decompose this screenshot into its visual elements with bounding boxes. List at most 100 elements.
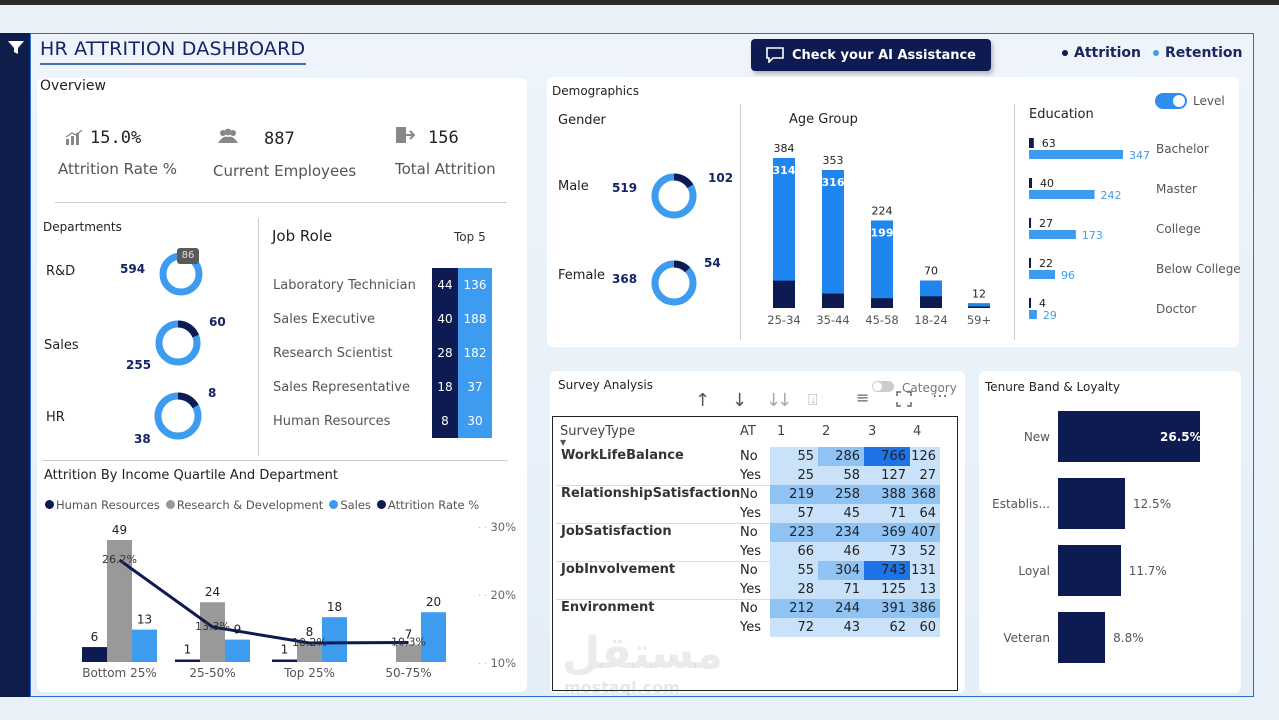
category-toggle-knob [873, 382, 882, 391]
legend-rd: Research & Development [165, 498, 323, 512]
survey-cell: 57 [770, 504, 818, 523]
education-attrition-bar[interactable] [1029, 138, 1034, 148]
dept-hr-label: HR [46, 410, 65, 425]
job-role-attrition-cell: 40 [432, 302, 458, 336]
income-gridline: · · [478, 523, 488, 534]
education-retention-bar[interactable] [1029, 190, 1095, 199]
age-category-label: 45-58 [865, 313, 898, 327]
tenure-bar-value: 12.5% [1132, 497, 1172, 511]
survey-at-label: Yes [740, 544, 761, 559]
income-bar[interactable] [132, 629, 157, 662]
overview-title: Overview [40, 78, 106, 94]
survey-header-type: SurveyType [560, 424, 636, 439]
survey-at-label: No [740, 525, 758, 540]
more-options-icon[interactable]: ⋯ [932, 386, 948, 405]
age-retention-bar[interactable] [773, 158, 795, 281]
education-retention-bar[interactable] [1029, 230, 1076, 239]
survey-cell: 25 [770, 466, 818, 485]
ai-assistance-button[interactable]: Check your AI Assistance [751, 39, 991, 71]
survey-cell: 304 [818, 561, 864, 580]
job-role-attrition-cell: 8 [432, 404, 458, 438]
income-gridline: · · [478, 659, 488, 670]
filter-lines-icon[interactable]: ≡ [856, 388, 870, 407]
education-attrition-bar[interactable] [1029, 258, 1031, 268]
education-level-label: Bachelor [1156, 142, 1209, 156]
departments-bottom-divider [42, 460, 508, 461]
watermark-text: mostaql.com [564, 678, 680, 697]
education-attrition-label: 63 [1042, 137, 1056, 150]
education-attrition-bar[interactable] [1029, 178, 1033, 188]
job-role-attrition-cell: 28 [432, 336, 458, 370]
kpi-current-employees-caption: Current Employees [213, 162, 357, 180]
survey-cell: 369 [864, 523, 910, 542]
survey-at-label: No [740, 487, 758, 502]
income-bar-label: 20 [426, 595, 441, 609]
departments-divider [258, 218, 259, 456]
income-bar[interactable] [297, 642, 322, 662]
survey-at-label: Yes [740, 582, 761, 597]
kpi-attrition-rate-caption: Attrition Rate % [58, 160, 178, 178]
income-bar[interactable] [322, 617, 347, 662]
survey-cell: 72 [770, 618, 818, 637]
sort-descending-icon[interactable]: ↓ [732, 390, 748, 411]
age-total-label: 12 [972, 287, 986, 300]
survey-at-label: No [740, 563, 758, 578]
job-role-retention-cell: 37 [458, 370, 492, 404]
income-bar[interactable] [175, 659, 200, 662]
category-toggle[interactable] [872, 381, 894, 392]
age-retention-bar[interactable] [920, 280, 942, 297]
level-toggle[interactable] [1155, 93, 1187, 109]
survey-sort-caret-icon[interactable]: ▼ [560, 438, 567, 447]
job-role-name: Sales Executive [273, 312, 376, 327]
title-underline [40, 63, 306, 65]
age-retention-bar[interactable] [822, 170, 844, 294]
survey-header-4: 4 [913, 424, 922, 439]
education-retention-bar[interactable] [1029, 150, 1123, 159]
focus-mode-icon[interactable] [896, 391, 912, 407]
education-attrition-bar[interactable] [1029, 298, 1031, 308]
age-edu-divider [1014, 104, 1015, 340]
education-level-label: Doctor [1156, 302, 1197, 316]
job-role-name: Human Resources [273, 414, 391, 429]
tenure-bar-label: Establis... [992, 497, 1050, 511]
attrition-rate-label: 10.3% [391, 636, 426, 649]
filter-icon[interactable] [8, 40, 24, 59]
page-title: HR ATTRITION DASHBOARD [40, 38, 306, 60]
income-bar[interactable] [396, 644, 421, 662]
gender-male-label: Male [558, 179, 589, 194]
tenure-bar[interactable] [1058, 545, 1121, 596]
sort-ascending-icon[interactable]: ↑ [695, 390, 711, 411]
income-bar[interactable] [225, 639, 250, 662]
survey-cell: 743 [864, 561, 910, 580]
attrition-rate-line[interactable] [118, 558, 409, 645]
job-role-title: Job Role [272, 227, 333, 245]
age-retention-label: 199 [871, 227, 894, 240]
income-bar[interactable] [200, 602, 225, 662]
survey-header-2: 2 [822, 424, 831, 439]
tenure-bar[interactable] [1058, 411, 1200, 462]
age-retention-bar[interactable] [871, 220, 893, 299]
expand-all-icon[interactable]: ↓↓ [766, 390, 792, 411]
legend-hr: Human Resources [45, 498, 160, 512]
education-retention-label: 347 [1129, 149, 1150, 162]
watermark-logo: مستقل [562, 628, 723, 679]
survey-type-label: Environment [561, 600, 655, 615]
tenure-bar[interactable] [1058, 612, 1106, 663]
legend-attrition: Attrition [1062, 45, 1141, 61]
category-label: Category [902, 381, 957, 395]
drill-icon[interactable]: ⍗ [808, 390, 818, 409]
income-bar[interactable] [421, 612, 446, 662]
tenure-bar[interactable] [1058, 478, 1125, 529]
income-bar[interactable] [272, 659, 297, 662]
survey-cell: 368 [910, 485, 940, 504]
tenure-bar-value: 26.5% [1160, 430, 1202, 444]
age-retention-bar[interactable] [968, 303, 990, 307]
tenure-title: Tenure Band & Loyalty [985, 380, 1120, 394]
income-bar[interactable] [82, 647, 107, 662]
job-role-retention-cell: 182 [458, 336, 492, 370]
survey-type-label: RelationshipSatisfaction [561, 486, 741, 501]
education-retention-bar[interactable] [1029, 270, 1056, 279]
education-retention-bar[interactable] [1029, 310, 1037, 319]
education-attrition-bar[interactable] [1029, 218, 1032, 228]
survey-cell: 223 [770, 523, 818, 542]
